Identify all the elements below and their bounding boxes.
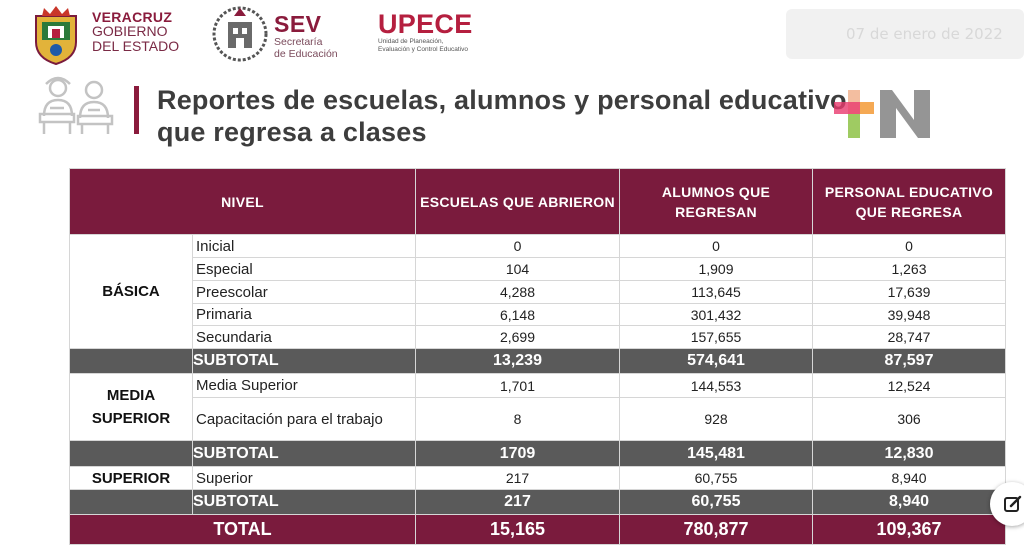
row-label: Inicial — [192, 234, 416, 258]
row-label: Preescolar — [192, 280, 416, 304]
cell-alumnos: 144,553 — [619, 373, 813, 398]
subtotal-spacer — [69, 440, 193, 467]
sev-title: SEV — [274, 11, 322, 37]
cell-personal: 0 — [812, 234, 1006, 258]
table-row: Especial 104 1,909 1,263 — [70, 257, 1006, 281]
subtotal-escuelas: 217 — [415, 489, 620, 515]
veracruz-gobierno: GOBIERNO — [92, 23, 168, 39]
page-title-line-2: que regresa a clases — [157, 117, 427, 147]
sev-subtitle-1: Secretaría — [274, 36, 323, 48]
tn-watermark-logo — [834, 90, 930, 138]
cell-personal: 306 — [812, 397, 1006, 441]
subtotal-spacer — [69, 489, 193, 515]
date-banner: 07 de enero de 2022 — [786, 9, 1024, 59]
subtotal-personal: 8,940 — [812, 489, 1006, 515]
subtotal-escuelas: 1709 — [415, 440, 620, 467]
subtotal-label: SUBTOTAL — [192, 348, 416, 374]
cell-personal: 17,639 — [812, 280, 1006, 304]
table-row: SUPERIOR Superior 217 60,755 8,940 — [69, 466, 1006, 490]
table-row: Primaria 6,148 301,432 39,948 — [70, 303, 1006, 326]
subtotal-alumnos: 574,641 — [619, 348, 813, 374]
row-label: Primaria — [192, 303, 416, 326]
subtotal-spacer — [69, 348, 193, 374]
cell-escuelas: 6,148 — [415, 303, 620, 326]
cell-alumnos: 157,655 — [619, 325, 813, 349]
group-superior: SUPERIOR — [69, 466, 193, 490]
cell-escuelas: 104 — [415, 257, 620, 281]
upece-wordmark: UPECE Unidad de Planeación, Evaluación y… — [378, 10, 473, 54]
subtotal-alumnos: 145,481 — [619, 440, 813, 467]
header-alumnos: ALUMNOS QUE REGRESAN — [619, 168, 813, 235]
subtotal-personal: 87,597 — [812, 348, 1006, 374]
cell-alumnos: 0 — [619, 234, 813, 258]
veracruz-government-wordmark: VERACRUZ GOBIERNO DEL ESTADO — [92, 10, 179, 54]
page-title-line-1: Reportes de escuelas, alumnos y personal… — [157, 85, 847, 115]
veracruz-coat-of-arms-logo — [35, 6, 77, 66]
subtotal-alumnos: 60,755 — [619, 489, 813, 515]
cell-alumnos: 60,755 — [619, 466, 813, 490]
sev-subtitle-2: de Educación — [274, 48, 338, 60]
subtotal-label: SUBTOTAL — [192, 489, 416, 515]
cell-escuelas: 0 — [415, 234, 620, 258]
total-row: TOTAL 15,165 780,877 109,367 — [69, 514, 1006, 545]
title-accent-bar — [134, 86, 139, 134]
cell-personal: 28,747 — [812, 325, 1006, 349]
veracruz-del-estado: DEL ESTADO — [92, 38, 180, 54]
subtotal-row: SUBTOTAL 1709 145,481 12,830 — [69, 440, 1006, 467]
table-row: Preescolar 4,288 113,645 17,639 — [70, 280, 1006, 304]
cell-escuelas: 217 — [415, 466, 620, 490]
cell-personal: 39,948 — [812, 303, 1006, 326]
cell-escuelas: 1,701 — [415, 373, 620, 398]
subtotal-row: SUBTOTAL 13,239 574,641 87,597 — [69, 348, 1006, 374]
sev-wordmark: SEV Secretaría de Educación — [274, 12, 338, 60]
cell-escuelas: 8 — [415, 397, 620, 441]
cell-escuelas: 4,288 — [415, 280, 620, 304]
header-escuelas: ESCUELAS QUE ABRIERON — [415, 168, 620, 235]
row-label: Superior — [192, 466, 416, 490]
header-nivel: NIVEL — [69, 168, 416, 235]
row-label: Capacitación para el trabajo — [192, 397, 416, 441]
cell-escuelas: 2,699 — [415, 325, 620, 349]
cell-personal: 1,263 — [812, 257, 1006, 281]
header-alumnos-text: ALUMNOS QUE REGRESAN — [661, 183, 771, 220]
group-media-superior: MEDIA SUPERIOR — [69, 373, 193, 441]
cell-alumnos: 1,909 — [619, 257, 813, 281]
table-row: Secundaria 2,699 157,655 28,747 — [70, 325, 1006, 349]
sev-seal-logo — [212, 6, 268, 62]
page-title: Reportes de escuelas, alumnos y personal… — [157, 84, 847, 148]
subtotal-row: SUBTOTAL 217 60,755 8,940 — [69, 489, 1006, 515]
table-row: MEDIA SUPERIOR Media Superior 1,701 144,… — [69, 373, 1006, 441]
header-personal-text: PERSONAL EDUCATIVO QUE REGRESA — [824, 183, 994, 220]
subtotal-personal: 12,830 — [812, 440, 1006, 467]
row-label: Especial — [192, 257, 416, 281]
upece-subtitle-2: Evaluación y Control Educativo — [378, 46, 468, 53]
total-escuelas: 15,165 — [415, 514, 620, 545]
veracruz-name: VERACRUZ — [92, 9, 173, 25]
cell-alumnos: 928 — [619, 397, 813, 441]
table-header-row: NIVEL ESCUELAS QUE ABRIERON ALUMNOS QUE … — [69, 168, 1006, 235]
table-row: Capacitación para el trabajo 8 928 306 — [70, 397, 1006, 441]
total-alumnos: 780,877 — [619, 514, 813, 545]
edit-button[interactable] — [990, 482, 1024, 526]
upece-title: UPECE — [378, 9, 473, 39]
table-row: BÁSICA Inicial 0 0 0 — [69, 234, 1006, 349]
report-table: NIVEL ESCUELAS QUE ABRIERON ALUMNOS QUE … — [69, 168, 1006, 545]
cell-alumnos: 113,645 — [619, 280, 813, 304]
header-personal: PERSONAL EDUCATIVO QUE REGRESA — [812, 168, 1006, 235]
upece-subtitle-1: Unidad de Planeación, — [378, 38, 444, 45]
row-label: Secundaria — [192, 325, 416, 349]
edit-icon — [1004, 495, 1022, 512]
row-label: Media Superior — [192, 373, 416, 398]
group-basica: BÁSICA — [69, 234, 193, 349]
cell-alumnos: 301,432 — [619, 303, 813, 326]
subtotal-escuelas: 13,239 — [415, 348, 620, 374]
students-icon — [38, 76, 114, 134]
group-media-line-2: SUPERIOR — [91, 410, 171, 427]
cell-personal: 12,524 — [812, 373, 1006, 398]
subtotal-label: SUBTOTAL — [192, 440, 416, 467]
total-personal: 109,367 — [812, 514, 1006, 545]
group-media-line-1: MEDIA — [106, 387, 156, 404]
cell-personal: 8,940 — [812, 466, 1006, 490]
total-label: TOTAL — [69, 514, 416, 545]
